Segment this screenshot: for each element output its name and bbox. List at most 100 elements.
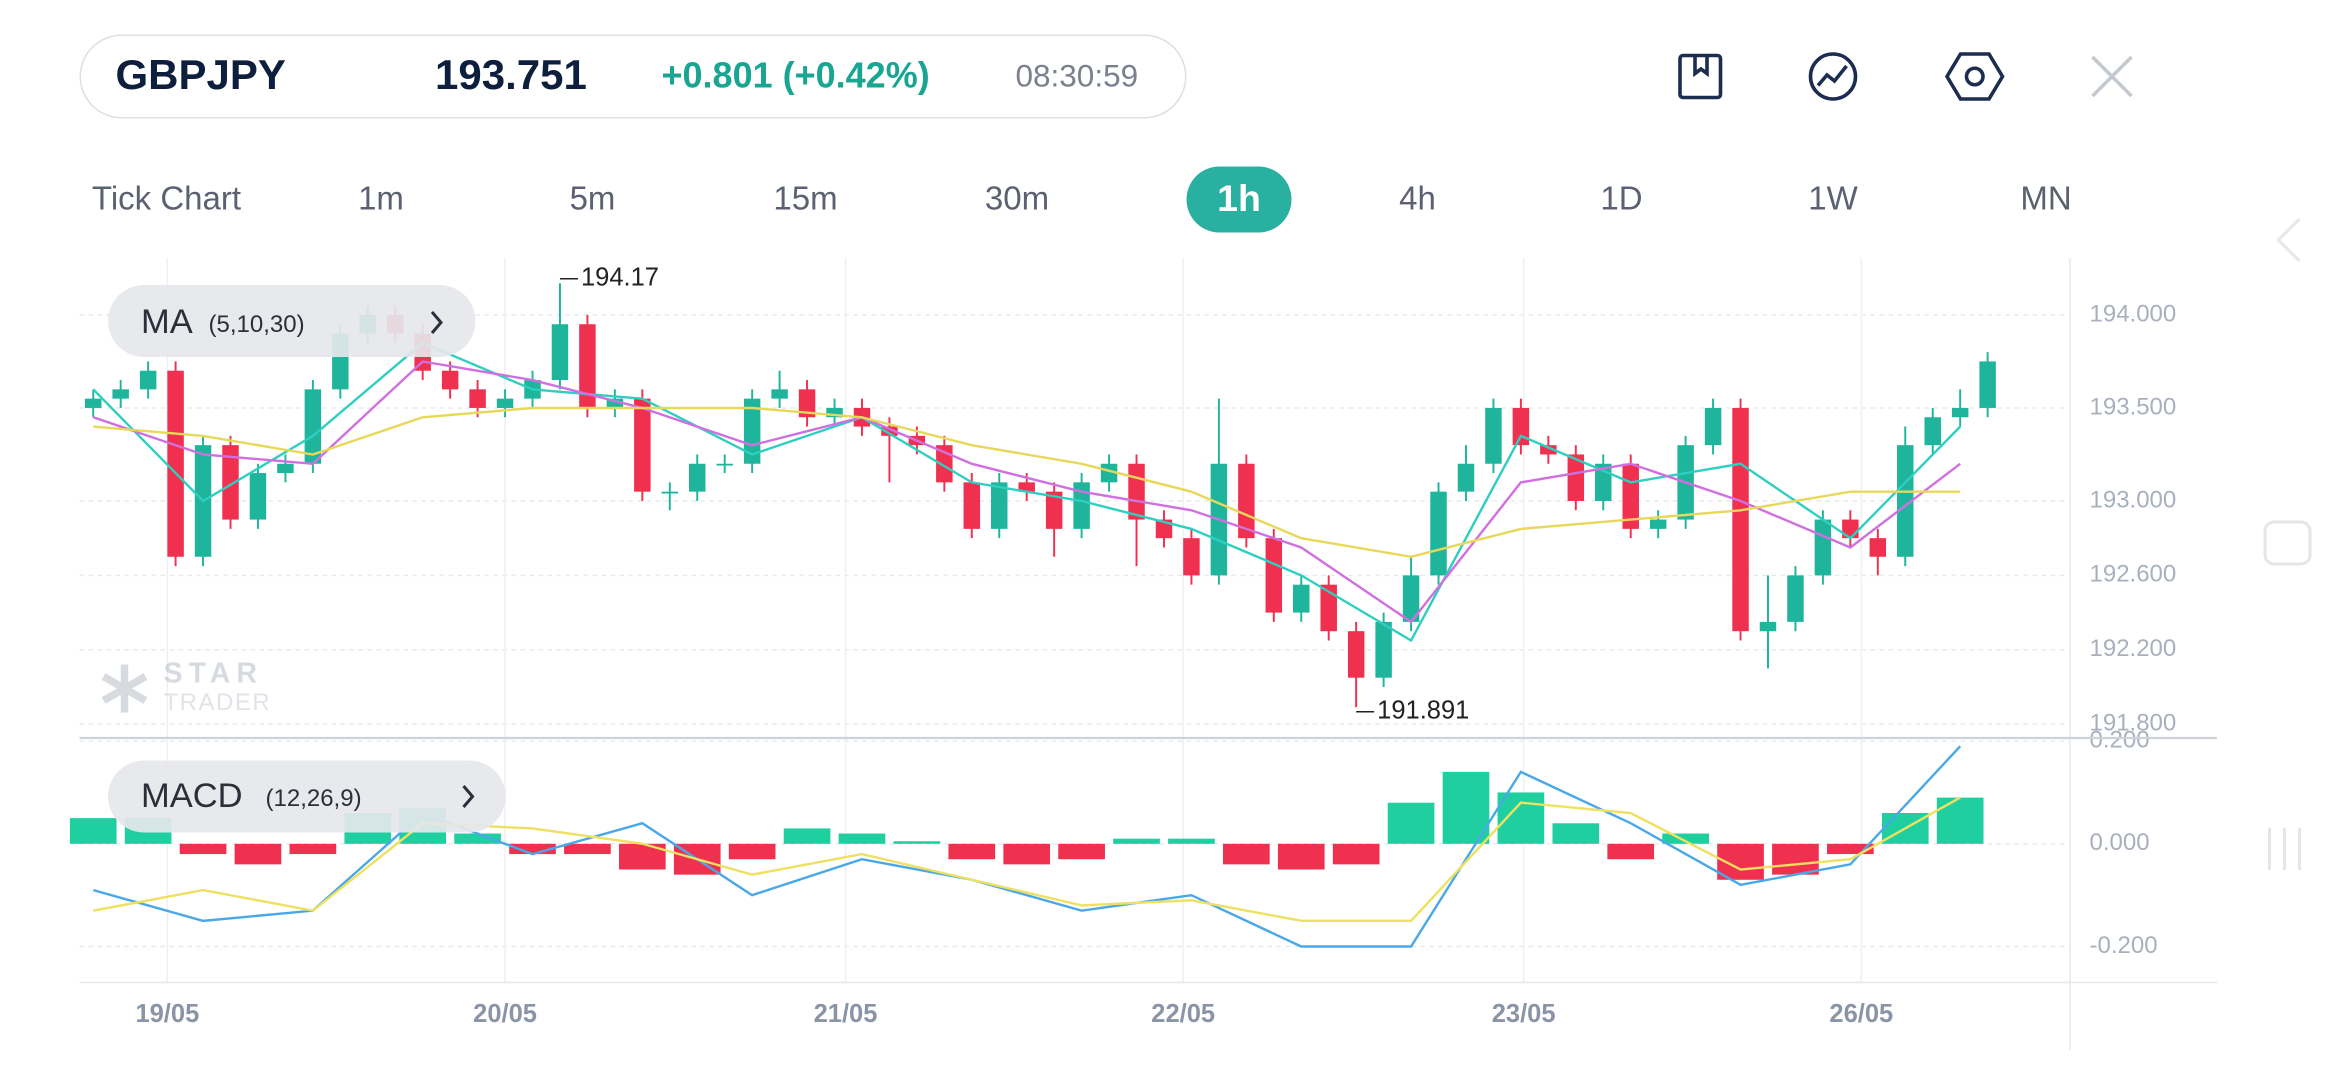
candle-body [1155,519,1173,539]
watermark-text: TRADER [164,689,272,716]
extreme-label: 191.891 [1377,697,1469,725]
y-tick-label: 193.500 [2090,393,2177,420]
candle-body [441,370,459,390]
candle-body [771,389,788,399]
active-pill[interactable] [1186,166,1292,233]
candle-body [1759,621,1777,632]
x-tick-label: 22/05 [1151,1000,1215,1028]
histogram-bar [1552,823,1600,844]
time: 08:30:59 [1016,57,1139,93]
histogram-bar [1387,802,1435,844]
timeframe[interactable]: Tick Chart [92,180,241,217]
y-tick-label: 193.000 [2090,486,2177,513]
histogram-bar [1827,843,1874,855]
ma-legend[interactable]: MA (5,10,30) [108,285,476,357]
histogram-bar [1332,843,1380,865]
x-tick-label: 20/05 [473,1000,537,1028]
plot: 194.17 191.891 [69,264,1996,948]
histogram-bar [234,843,282,865]
candle-body [1430,491,1447,576]
collapse-icon[interactable] [2276,217,2301,263]
y-tick-label: 191.800 [2090,710,2177,737]
histogram-bar [728,843,776,860]
histogram-bar [838,833,886,844]
candle-body [167,370,184,557]
macd-legend[interactable]: MACD (12,26,9) [108,760,506,833]
timeframe[interactable]: 4h [1399,180,1436,217]
indicator-line [93,796,1961,923]
x-tick-label: 19/05 [135,1000,199,1028]
candle-body [1018,482,1035,492]
legend-pill[interactable] [108,285,476,357]
indicator-icon[interactable] [1808,52,1858,101]
legend-pill[interactable] [108,760,506,833]
candle-body [1567,454,1585,501]
y-tick-label: 0.200 [2090,726,2150,753]
histogram-bar [179,843,227,855]
candle-body [1293,584,1310,613]
chevron [430,311,443,334]
candle-body [1869,538,1887,557]
candle-body [1457,463,1475,492]
candle-body [249,473,267,520]
histogram-bar [1497,792,1545,844]
histogram-bar [1113,838,1160,844]
candle-body [1649,519,1667,529]
timeframe[interactable]: 1h [1217,177,1261,219]
histogram-bar [564,843,611,855]
timeframe[interactable]: 1m [358,180,404,217]
indicator-params: (5,10,30) [209,311,305,338]
indicator-line [93,406,1961,559]
histogram-bar [893,841,941,844]
timeframe[interactable]: 1D [1600,180,1642,217]
candle-body [743,398,761,464]
price-change: +0.801 (+0.42%) [662,55,930,96]
bookmark-icon[interactable] [1678,53,1723,100]
histogram-bar [509,843,556,855]
histogram-bar [1442,771,1490,844]
timeframe[interactable]: MN [2020,180,2071,217]
candle-body [1704,407,1722,446]
histogram-bar [289,843,337,855]
candle-body [1375,621,1392,678]
candle-body [1320,584,1337,632]
timeframe-bar: Tick Chart 1m 5m 15m 30m 1h 4h 1D 1W MN [92,166,2072,233]
candle-body [1128,463,1145,520]
candle-body [1787,575,1804,622]
candle-body [1265,538,1283,613]
histogram-bar [1772,843,1819,875]
candle-body [1979,361,1996,408]
candle-body [222,445,239,520]
candle-body [1951,407,1969,418]
x-tick-label: 21/05 [814,1000,878,1028]
indicator-name: MACD [141,777,243,815]
candle-body [689,463,706,492]
candle-body [1073,482,1090,529]
candle-body [1512,407,1530,446]
candle-body [826,407,843,418]
histogram-bar [1936,797,1984,844]
symbol: GBPJPY [116,51,286,98]
histogram-bar [783,828,831,844]
candle-body [1732,407,1749,632]
timeframe[interactable]: 30m [985,180,1049,217]
candle-body [634,398,651,492]
histogram-bar [454,833,501,844]
histogram-bar [1277,843,1325,870]
candle-body [1540,445,1557,455]
close-icon[interactable] [2091,55,2133,98]
histogram-bar [948,843,996,860]
candle-body [1402,575,1420,622]
timeframe[interactable]: 1W [1808,180,1858,217]
indicator-params: (12,26,9) [266,785,362,812]
indicator-line [92,360,1961,624]
timeframe[interactable]: 5m [570,180,616,217]
window-icon[interactable] [2263,520,2312,566]
timeframe[interactable]: 15m [773,180,837,217]
candle-body [551,324,569,381]
x-tick-label: 26/05 [1829,1000,1893,1028]
settings-icon[interactable] [1944,52,2005,101]
drag-icon[interactable] [2268,828,2301,870]
symbol-bar[interactable] [79,34,1187,119]
